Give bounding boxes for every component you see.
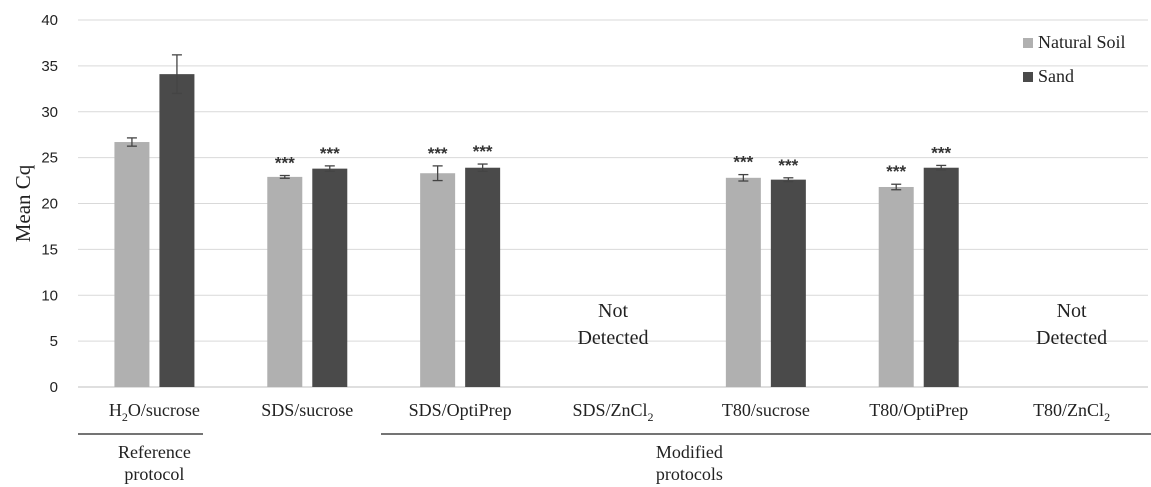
category-label: H2O/sucrose bbox=[109, 400, 200, 424]
category-label: T80/ZnCl2 bbox=[1033, 400, 1110, 424]
bar-sand bbox=[923, 167, 959, 387]
bar-natural-soil bbox=[114, 142, 150, 387]
y-tick-label: 5 bbox=[50, 333, 58, 350]
y-axis-ticks: 0 5 10 15 20 25 30 35 40 bbox=[41, 12, 58, 396]
legend-label: Natural Soil bbox=[1038, 32, 1126, 52]
legend: Natural Soil Sand bbox=[1023, 32, 1126, 86]
legend-swatch bbox=[1023, 72, 1033, 82]
category-label: SDS/OptiPrep bbox=[409, 400, 512, 420]
group-label: protocols bbox=[656, 464, 723, 484]
y-tick-label: 10 bbox=[41, 287, 58, 304]
bar-sand bbox=[770, 179, 806, 387]
error-bar bbox=[279, 174, 290, 179]
category-label: T80/sucrose bbox=[722, 400, 810, 420]
y-tick-label: 25 bbox=[41, 150, 58, 167]
bar-natural-soil bbox=[420, 173, 456, 387]
legend-label: Sand bbox=[1038, 66, 1074, 86]
y-tick-label: 20 bbox=[41, 196, 58, 213]
significance-marker: *** bbox=[931, 143, 951, 162]
bar-natural-soil bbox=[267, 176, 303, 387]
error-bar bbox=[936, 164, 947, 171]
y-tick-label: 30 bbox=[41, 104, 58, 121]
bars bbox=[114, 74, 959, 387]
bar-sand bbox=[465, 167, 501, 387]
y-axis-label: Mean Cq bbox=[11, 164, 35, 242]
bar-natural-soil bbox=[725, 177, 761, 387]
significance-marker: *** bbox=[275, 154, 295, 173]
error-bar bbox=[171, 54, 182, 95]
error-bar bbox=[477, 163, 488, 173]
bar-sand bbox=[312, 168, 348, 387]
not-detected-annotations: Not Detected Not Detected bbox=[577, 300, 1107, 349]
group-label: protocol bbox=[124, 464, 184, 484]
significance-marker: *** bbox=[473, 142, 493, 161]
not-detected-label: Detected bbox=[577, 327, 648, 349]
not-detected-label: Detected bbox=[1036, 327, 1107, 349]
significance-marker: *** bbox=[733, 153, 753, 172]
significance-marker: *** bbox=[320, 144, 340, 163]
category-label: T80/OptiPrep bbox=[869, 400, 968, 420]
legend-swatch bbox=[1023, 38, 1033, 48]
group-label: Modified bbox=[656, 442, 723, 462]
y-tick-label: 15 bbox=[41, 241, 58, 258]
y-tick-label: 0 bbox=[50, 379, 58, 396]
x-axis-category-labels: H2O/sucrose SDS/sucrose SDS/OptiPrep SDS/Zn… bbox=[109, 400, 1110, 424]
significance-marker: *** bbox=[428, 144, 448, 163]
legend-item: Sand bbox=[1023, 66, 1074, 86]
not-detected-label: Not bbox=[598, 300, 628, 322]
significance-marker: *** bbox=[778, 156, 798, 175]
gridlines bbox=[78, 19, 1148, 388]
error-bars bbox=[126, 54, 947, 191]
bar-natural-soil bbox=[878, 186, 914, 387]
legend-item: Natural Soil bbox=[1023, 32, 1126, 52]
y-tick-label: 35 bbox=[41, 58, 58, 75]
significance-markers: *** *** *** *** *** *** *** *** bbox=[275, 142, 952, 181]
error-bar bbox=[783, 177, 794, 183]
error-bar bbox=[432, 165, 443, 182]
group-label: Reference bbox=[118, 442, 191, 462]
error-bar bbox=[891, 183, 902, 191]
category-label: SDS/ZnCl2 bbox=[572, 400, 653, 424]
error-bar bbox=[324, 165, 335, 173]
bar-sand bbox=[159, 74, 195, 387]
not-detected-label: Not bbox=[1057, 300, 1087, 322]
y-tick-label: 40 bbox=[41, 12, 58, 29]
category-label: SDS/sucrose bbox=[261, 400, 353, 420]
significance-marker: *** bbox=[886, 162, 906, 181]
error-bar bbox=[126, 137, 137, 147]
error-bar bbox=[738, 173, 749, 182]
